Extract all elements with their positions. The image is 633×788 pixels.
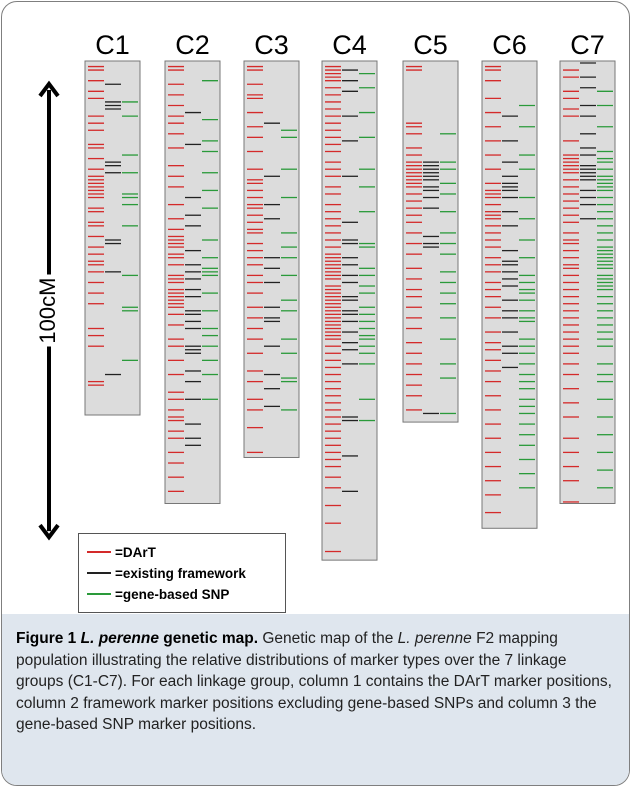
legend-swatch-framework	[87, 572, 111, 574]
legend-label-dart: DArT	[122, 544, 156, 560]
legend-item-dart: = DArT	[87, 542, 156, 562]
chromosome-bar	[243, 60, 300, 458]
genetic-map-chart: 100cM C1 C2 C3 C4 C5 C6 C7	[35, 30, 616, 561]
legend-item-framework: = existing framework	[87, 563, 246, 583]
legend-symbol: =	[115, 544, 123, 560]
chromosome-bar	[402, 60, 459, 423]
chromosome-bar	[481, 60, 538, 529]
linkage-group-label: C2	[175, 30, 210, 60]
caption-box: Figure 1 L. perenne genetic map. Genetic…	[2, 614, 629, 785]
linkage-group-c7: C7	[559, 30, 616, 504]
linkage-group-label: C6	[492, 30, 527, 60]
legend-swatch-snp	[87, 593, 111, 595]
linkage-groups: C1 C2 C3 C4 C5 C6 C7	[84, 30, 616, 561]
legend-symbol: =	[115, 586, 123, 602]
legend-symbol: =	[115, 565, 123, 581]
arrow-up-icon	[38, 80, 60, 98]
scale-label: 100cM	[35, 278, 60, 344]
linkage-group-label: C4	[332, 30, 367, 60]
arrow-down-icon	[38, 523, 60, 541]
figure-label: Figure 1	[16, 630, 77, 647]
legend-label-snp: gene-based SNP	[122, 586, 230, 602]
linkage-group-c6: C6	[481, 30, 538, 529]
linkage-group-label: C5	[413, 30, 448, 60]
chromosome-bar	[84, 60, 141, 416]
figure-caption: Figure 1 L. perenne genetic map. Genetic…	[16, 628, 616, 736]
linkage-group-c5: C5	[402, 30, 459, 423]
linkage-group-label: C7	[570, 30, 605, 60]
legend-swatch-dart	[87, 551, 111, 553]
linkage-group-label: C3	[254, 30, 289, 60]
linkage-group-c3: C3	[243, 30, 300, 458]
caption-text-1: Genetic map of the	[258, 630, 398, 647]
legend-item-snp: = gene-based SNP	[87, 584, 229, 604]
linkage-group-c4: C4	[321, 30, 378, 561]
caption-species: L. perenne	[397, 630, 472, 647]
figure-title: genetic map.	[159, 630, 259, 647]
linkage-group-c1: C1	[84, 30, 141, 416]
legend: = DArT = existing framework = gene-based…	[78, 533, 286, 613]
caption-text-2: F2 mapping population illustrating the r…	[16, 630, 612, 733]
legend-label-framework: existing framework	[122, 565, 246, 581]
linkage-group-label: C1	[95, 30, 130, 60]
linkage-group-c2: C2	[164, 30, 221, 504]
figure-title-species: L. perenne	[80, 630, 159, 647]
scale-bar: 100cM	[35, 80, 60, 541]
